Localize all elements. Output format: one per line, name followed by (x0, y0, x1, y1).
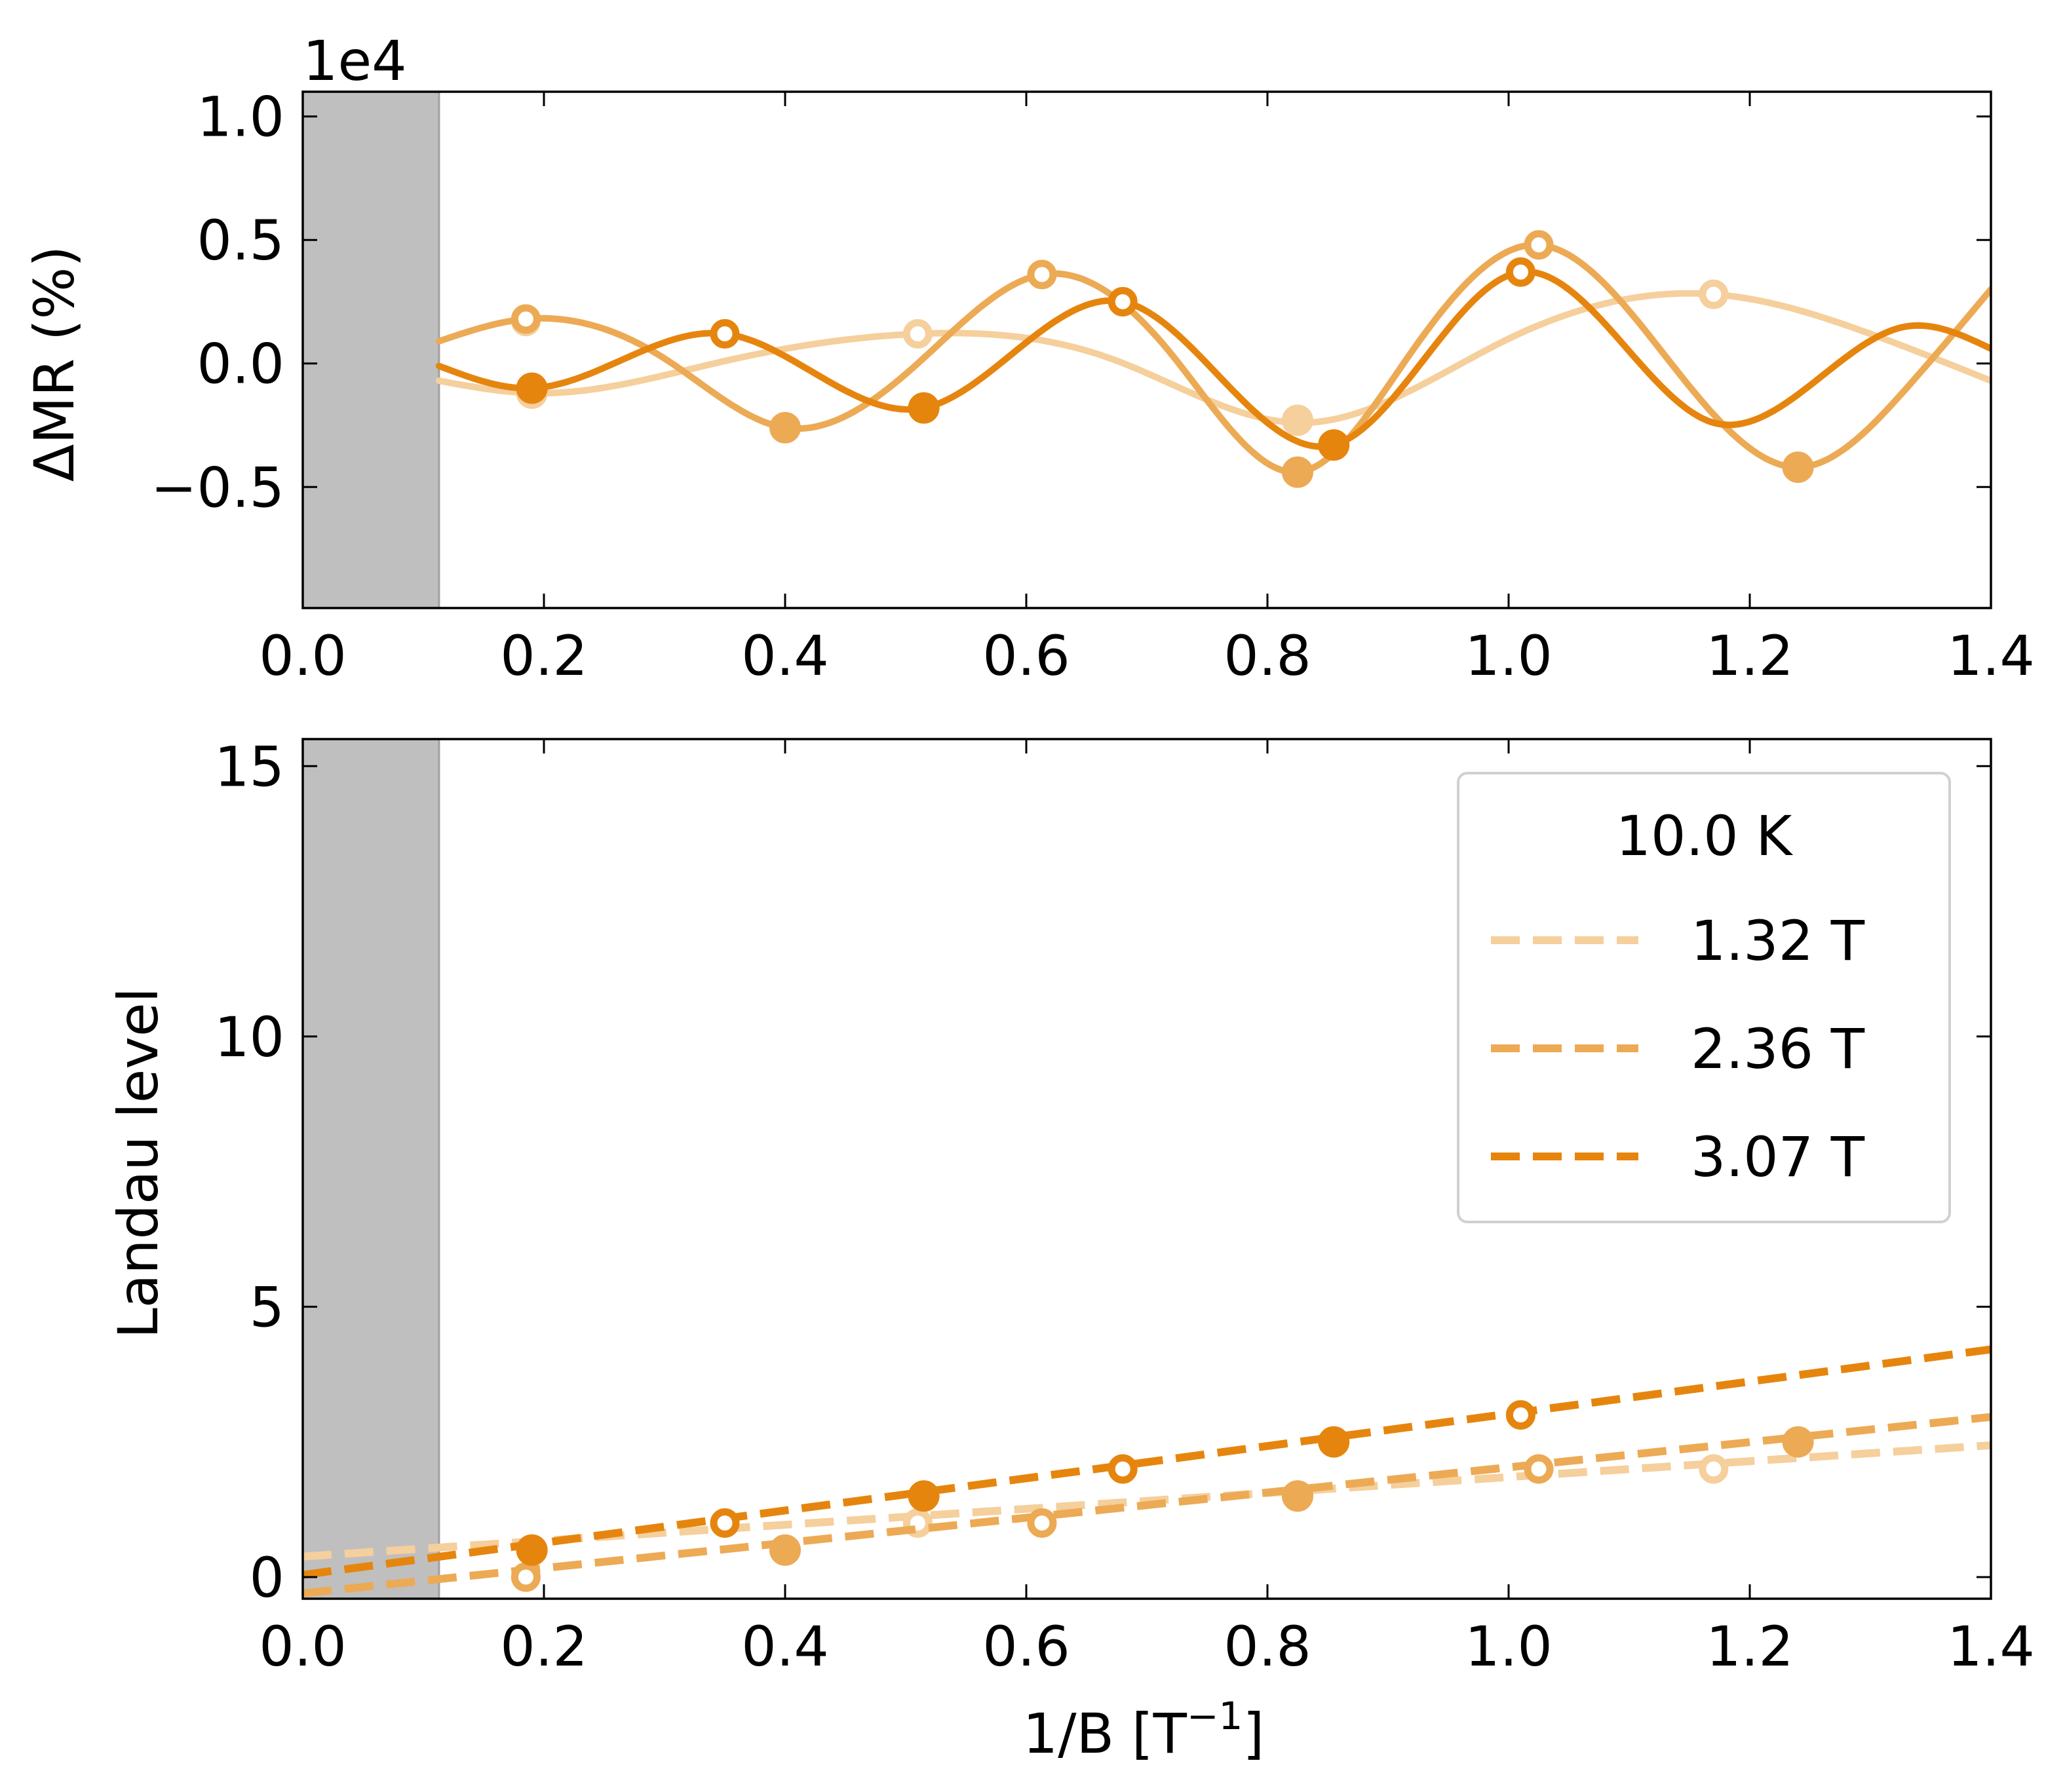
bottom-filled-point (908, 1480, 940, 1512)
top-max-point (710, 318, 740, 349)
top-y-axis-label: ΔMR (%) (22, 246, 87, 482)
bottom-filled-point (1782, 1426, 1814, 1458)
bottom-plot-area: 0.0 0.2 0.4 0.6 0.8 1.0 1.2 1.4 0 5 10 15 (214, 734, 2035, 1679)
top-x-tick-label: 0.4 (741, 624, 829, 688)
x-axis-label-end: ] (1243, 1702, 1264, 1766)
top-plot-inner (303, 92, 1991, 608)
legend-label-2: 2.36 T (1691, 1017, 1865, 1081)
bottom-x-tick-label: 0.0 (259, 1614, 347, 1679)
top-x-tick-label: 1.4 (1947, 624, 2035, 688)
bottom-filled-point (1318, 1426, 1350, 1458)
top-max-point (902, 318, 933, 349)
bottom-open-point (1524, 1454, 1554, 1484)
bottom-x-tick-label: 0.4 (741, 1614, 829, 1679)
top-min-point (1782, 451, 1814, 484)
bottom-open-point (1699, 1454, 1729, 1484)
bottom-x-tick-label: 1.0 (1465, 1614, 1553, 1679)
top-shaded-region (303, 92, 440, 608)
top-min-point (1318, 429, 1350, 461)
bottom-y-tick-label: 10 (214, 1005, 284, 1069)
top-x-tick-label: 1.2 (1706, 624, 1794, 688)
top-x-tick-label: 0.8 (1224, 624, 1311, 688)
bottom-filled-point (1282, 1480, 1313, 1512)
top-max-point (1524, 230, 1554, 260)
bottom-fit-line-3 (303, 1345, 1991, 1579)
top-max-point (1027, 259, 1057, 290)
bottom-open-point (1027, 1508, 1057, 1538)
x-axis-label-superscript: −1 (1187, 1694, 1243, 1738)
bottom-x-tick-label: 0.6 (982, 1614, 1070, 1679)
top-min-point (769, 411, 801, 444)
bottom-open-point (1108, 1454, 1138, 1484)
top-x-tick-label: 0.2 (500, 624, 588, 688)
bottom-panel-landau-fan: 0.0 0.2 0.4 0.6 0.8 1.0 1.2 1.4 0 5 10 15 Landau le… (106, 734, 2035, 1766)
top-x-tick-label: 0.6 (982, 624, 1070, 688)
top-min-point (1282, 456, 1313, 488)
top-min-point (908, 392, 940, 424)
top-series-line-1 (435, 290, 1991, 427)
legend-label-1: 1.32 T (1691, 909, 1865, 973)
bottom-open-point (1505, 1400, 1535, 1430)
bottom-y-tick-label: 5 (250, 1275, 284, 1339)
legend-title: 10.0 K (1616, 804, 1794, 868)
bottom-open-point (511, 1562, 541, 1592)
legend: 10.0 K 1.32 T 2.36 T 3.07 T (1457, 772, 1951, 1223)
top-max-point (511, 304, 541, 334)
top-panel-mr-oscillations: 0.0 0.2 0.4 0.6 0.8 1.0 1.2 1.4 −0.5 0.0 0.5 1.0 ΔM… (22, 29, 2035, 688)
bottom-x-tick-label: 1.4 (1947, 1614, 2035, 1679)
top-series-line-2 (435, 241, 1991, 476)
bottom-open-point (710, 1508, 740, 1538)
top-axes-frame (301, 90, 1992, 609)
top-y-offset-text: 1e4 (303, 29, 407, 93)
top-min-point (516, 372, 548, 404)
legend-frame (1457, 772, 1951, 1223)
top-max-point (1505, 257, 1535, 287)
bottom-plot-inner (303, 739, 1991, 1599)
top-max-point (1108, 286, 1138, 316)
legend-label-3: 3.07 T (1691, 1125, 1865, 1189)
bottom-shaded-region (303, 739, 440, 1599)
top-x-tick-label: 0.0 (259, 624, 347, 688)
top-plot-area: 0.0 0.2 0.4 0.6 0.8 1.0 1.2 1.4 −0.5 0.0 0.5 1.0 (151, 85, 2035, 688)
top-min-point (1282, 404, 1313, 436)
bottom-x-tick-label: 1.2 (1706, 1614, 1794, 1679)
bottom-x-axis-label: 1/B [T−1] (1023, 1694, 1264, 1766)
bottom-y-tick-label: 0 (250, 1546, 284, 1610)
top-max-point (1699, 279, 1729, 309)
bottom-filled-point (516, 1534, 548, 1566)
bottom-filled-point (769, 1534, 801, 1566)
top-y-tick-label: 0.5 (197, 208, 284, 273)
bottom-fit-line-2 (303, 1413, 1991, 1597)
top-series-line-3 (435, 268, 1991, 450)
bottom-x-tick-label: 0.2 (500, 1614, 588, 1679)
x-axis-label-main: 1/B [T (1023, 1702, 1187, 1766)
top-y-tick-label: 0.0 (197, 332, 284, 396)
bottom-x-tick-label: 0.8 (1224, 1614, 1311, 1679)
bottom-y-tick-label: 15 (214, 734, 284, 799)
top-y-tick-label: −0.5 (151, 455, 284, 520)
top-x-tick-label: 1.0 (1465, 624, 1553, 688)
bottom-y-axis-label: Landau level (106, 987, 170, 1339)
top-y-tick-label: 1.0 (197, 85, 284, 149)
bottom-axes-frame (301, 738, 1992, 1600)
